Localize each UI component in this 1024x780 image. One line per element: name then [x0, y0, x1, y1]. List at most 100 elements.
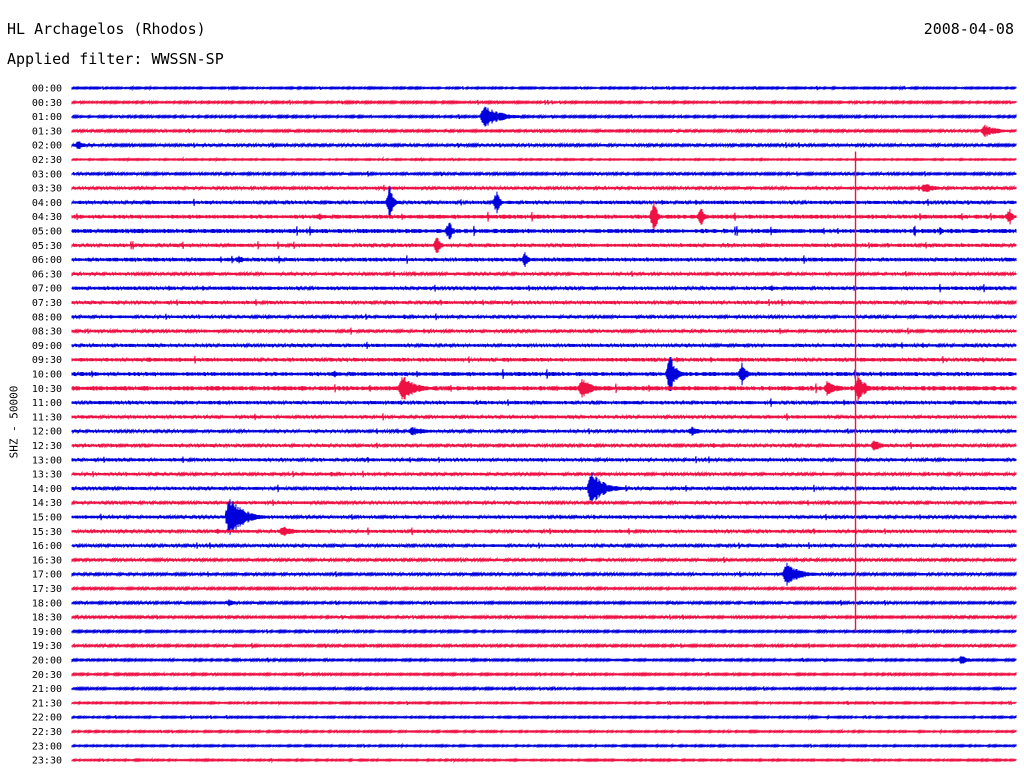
- row-label: 06:30: [32, 269, 62, 280]
- trace-row: [71, 713, 1017, 721]
- row-label: 09:00: [32, 341, 62, 352]
- row-label: 18:30: [32, 613, 62, 624]
- trace-row: [71, 542, 1017, 550]
- row-label: 17:00: [32, 570, 62, 581]
- row-label: 22:30: [32, 727, 62, 738]
- row-label: 22:00: [32, 713, 62, 724]
- row-label: 17:30: [32, 584, 62, 595]
- trace-row: [71, 685, 1017, 692]
- trace-row: [71, 671, 1017, 678]
- row-label: 01:30: [32, 126, 62, 137]
- row-label: 15:30: [32, 527, 62, 538]
- trace-row: [71, 440, 1017, 451]
- trace-row: [71, 222, 1017, 240]
- trace-row: [71, 614, 1017, 621]
- trace-row: [71, 655, 1017, 665]
- trace-row: [71, 341, 1017, 350]
- row-label: 07:00: [32, 284, 62, 295]
- trace-row: [71, 470, 1017, 478]
- row-label: 19:00: [32, 627, 62, 638]
- row-label: 00:00: [32, 84, 62, 95]
- row-label: 15:00: [32, 513, 62, 524]
- row-label: 13:00: [32, 455, 62, 466]
- trace-row: [71, 585, 1017, 592]
- row-label: 20:30: [32, 670, 62, 681]
- trace-row: [71, 270, 1017, 278]
- row-label: 04:00: [32, 198, 62, 209]
- date-label: 2008-04-08: [923, 20, 1014, 38]
- trace-row: [71, 355, 1017, 364]
- row-label: 21:30: [32, 698, 62, 709]
- row-label: 06:00: [32, 255, 62, 266]
- trace-row: [71, 313, 1017, 321]
- row-label: 11:30: [32, 412, 62, 423]
- trace-row: [71, 556, 1017, 564]
- trace-row: [71, 201, 1017, 232]
- row-label: 23:30: [32, 756, 62, 767]
- trace-row: [71, 252, 1017, 267]
- row-label: 12:30: [32, 441, 62, 452]
- row-label: 12:00: [32, 427, 62, 438]
- filter-label: Applied filter: WWSSN-SP: [7, 50, 224, 68]
- trace-row: [71, 757, 1017, 764]
- station-title: HL Archagelos (Rhodos): [7, 20, 206, 38]
- row-label: 05:30: [32, 241, 62, 252]
- row-label: 01:00: [32, 112, 62, 123]
- row-label: 13:30: [32, 470, 62, 481]
- row-label: 10:30: [32, 384, 62, 395]
- row-label: 02:00: [32, 141, 62, 152]
- trace-row: [71, 456, 1017, 464]
- trace-row: [71, 186, 1017, 219]
- row-label: 11:00: [32, 398, 62, 409]
- row-label: 07:30: [32, 298, 62, 309]
- trace-row: [71, 562, 1017, 586]
- row-label: 20:00: [32, 656, 62, 667]
- trace-row: [71, 628, 1017, 635]
- row-label: 04:30: [32, 212, 62, 223]
- row-label: 18:00: [32, 598, 62, 609]
- row-label: 14:00: [32, 484, 62, 495]
- row-label: 02:30: [32, 155, 62, 166]
- trace-row: [71, 413, 1017, 421]
- row-label: 03:00: [32, 169, 62, 180]
- trace-row: [71, 106, 1017, 127]
- row-label: 00:30: [32, 98, 62, 109]
- trace-row: [71, 298, 1017, 307]
- row-label: 14:30: [32, 498, 62, 509]
- trace-row: [71, 84, 1017, 92]
- trace-row: [71, 398, 1017, 407]
- trace-row: [71, 124, 1017, 138]
- trace-row: [71, 283, 1017, 293]
- trace-row: [71, 742, 1017, 749]
- trace-row: [71, 156, 1017, 163]
- row-label: 03:30: [32, 184, 62, 195]
- trace-row: [71, 499, 1017, 507]
- trace-row: [71, 141, 1017, 150]
- row-label: 10:00: [32, 370, 62, 381]
- traces: [71, 84, 1017, 764]
- trace-row: [71, 170, 1017, 177]
- row-label: 08:00: [32, 312, 62, 323]
- trace-row: [71, 728, 1017, 735]
- trace-row: [71, 599, 1017, 607]
- trace-row: [71, 375, 1017, 402]
- row-label: 21:00: [32, 684, 62, 695]
- row-label: 16:30: [32, 555, 62, 566]
- row-label: 19:30: [32, 641, 62, 652]
- trace-row: [71, 237, 1017, 254]
- trace-row: [71, 99, 1017, 106]
- trace-row: [71, 327, 1017, 335]
- trace-row: [71, 699, 1017, 707]
- row-label: 09:30: [32, 355, 62, 366]
- row-label: 08:30: [32, 327, 62, 338]
- row-label: 16:00: [32, 541, 62, 552]
- row-label: 05:00: [32, 227, 62, 238]
- trace-row: [71, 426, 1017, 436]
- row-label: 23:00: [32, 741, 62, 752]
- trace-row: [71, 499, 1017, 535]
- trace-row: [71, 356, 1017, 392]
- trace-row: [71, 526, 1017, 536]
- trace-row: [71, 642, 1017, 649]
- trace-row: [71, 184, 1017, 193]
